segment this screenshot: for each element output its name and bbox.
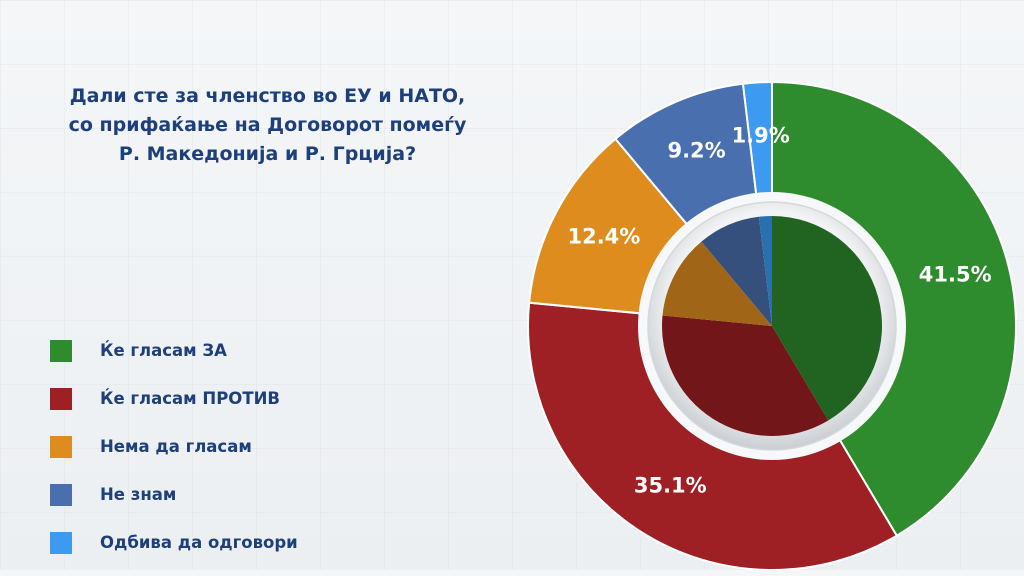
legend-label-ne-znam: Не знам: [100, 485, 177, 504]
chart-title-line-2: со прифаќање на Договорот помеѓу: [68, 114, 467, 136]
legend-label-protiv: Ќе гласам ПРОТИВ: [100, 389, 280, 408]
legend-swatch-odbiva: [50, 531, 72, 554]
inner-slice-za: [772, 216, 883, 421]
value-label-odbiva: 1.9%: [732, 123, 790, 147]
inner-slice-protiv: [661, 315, 829, 437]
legend-label-nema: Нема да гласам: [100, 437, 252, 456]
chart-title-line-1: Дали сте за членство во ЕУ и НАТО,: [69, 85, 466, 107]
slice-labels: 41.5% 35.1% 12.4% 9.2% 1.9%: [567, 123, 991, 497]
legend-label-za: Ќе гласам ЗА: [100, 341, 227, 360]
chart-title: Дали сте за членство во ЕУ и НАТО, со пр…: [40, 82, 495, 169]
legend-item-odbiva: Одбива да одговори: [50, 528, 298, 557]
legend-swatch-za: [50, 339, 72, 362]
legend-swatch-nema: [50, 435, 72, 458]
value-label-za: 41.5%: [919, 263, 992, 287]
legend-item-ne-znam: Не знам: [50, 480, 298, 509]
legend-swatch-ne-znam: [50, 483, 72, 506]
legend-swatch-protiv: [50, 387, 72, 410]
value-label-ne-znam: 9.2%: [667, 139, 725, 163]
chart-title-line-3: Р. Македонија и Р. Грција?: [118, 143, 417, 165]
value-label-nema: 12.4%: [567, 224, 640, 248]
chart-legend: Ќе гласам ЗА Ќе гласам ПРОТИВ Нема да гл…: [50, 336, 298, 576]
legend-item-protiv: Ќе гласам ПРОТИВ: [50, 384, 298, 413]
inner-pie: [661, 216, 883, 437]
inner-slice-odbiva: [758, 216, 772, 326]
legend-item-nema: Нема да гласам: [50, 432, 298, 461]
legend-label-odbiva: Одбива да одговори: [100, 533, 298, 552]
legend-item-za: Ќе гласам ЗА: [50, 336, 298, 365]
inner-slice-nema: [662, 241, 772, 326]
value-label-protiv: 35.1%: [634, 474, 707, 498]
inner-slice-ne-znam: [701, 216, 772, 326]
